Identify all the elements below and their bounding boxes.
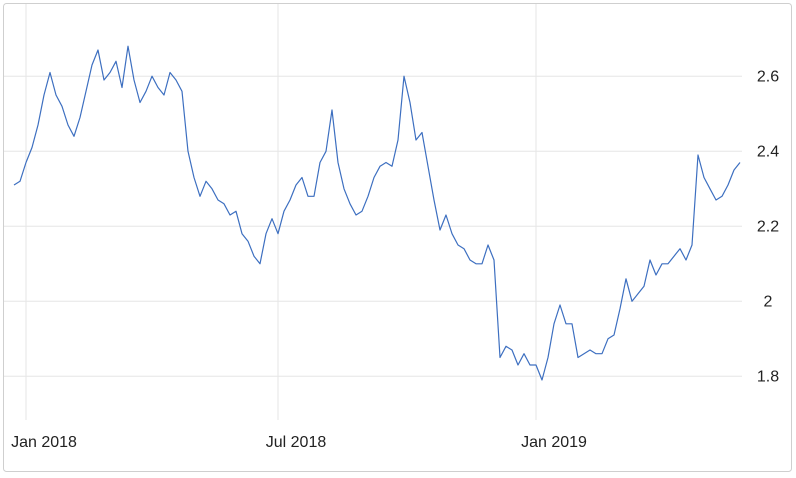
x-tick-label: Jan 2018: [11, 434, 77, 451]
y-tick-label: 1.8: [757, 368, 779, 385]
x-tick-label: Jan 2019: [521, 434, 587, 451]
chart-frame: [3, 3, 792, 472]
y-tick-label: 2.4: [757, 143, 779, 160]
y-tick-label: 2.6: [757, 68, 779, 85]
x-tick-label: Jul 2018: [266, 434, 327, 451]
y-tick-label: 2.2: [757, 218, 779, 235]
line: [13, 45, 741, 381]
y-tick-label: 2: [764, 293, 773, 310]
